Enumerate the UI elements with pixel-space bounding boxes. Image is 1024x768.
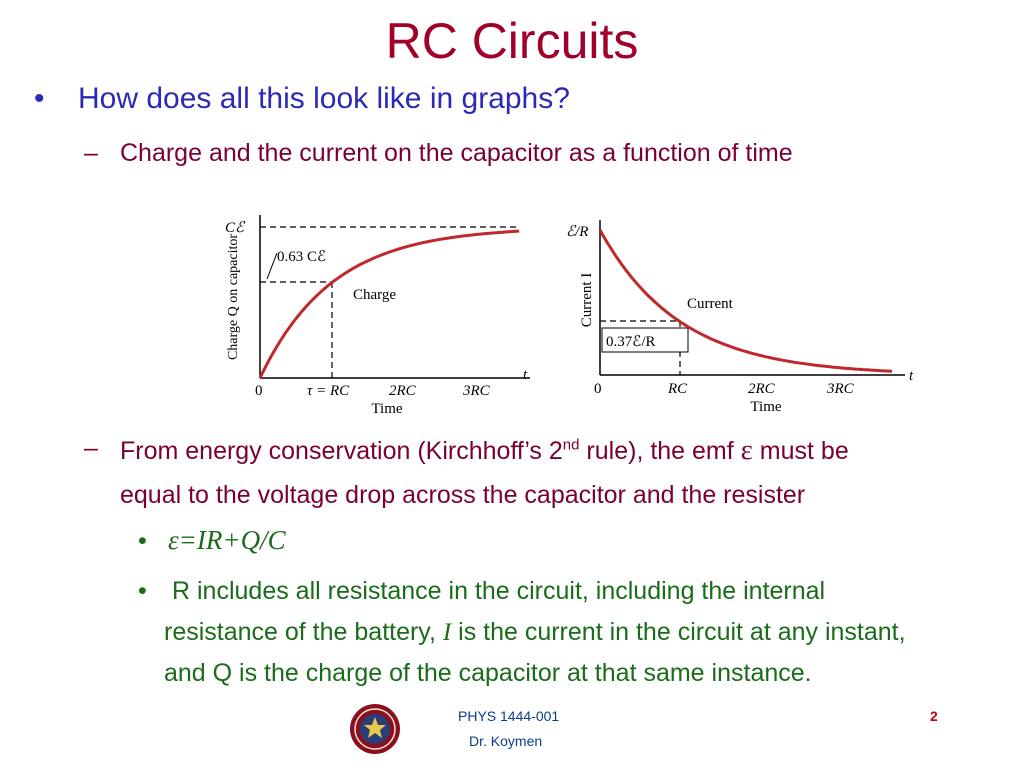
energy-text-c: must be xyxy=(752,437,849,465)
bullet-resistance-line1: R includes all resistance in the circuit… xyxy=(172,577,826,605)
sub-bullet-charge-current: – Charge and the current on the capacito… xyxy=(84,139,793,168)
energy-text-a: From energy conservation (Kirchhoff’s 2 xyxy=(120,437,563,465)
sub-bullet-energy-line2: equal to the voltage drop across the cap… xyxy=(120,481,806,509)
slide-title: RC Circuits xyxy=(385,13,639,69)
dash: – xyxy=(84,139,98,167)
current-graph: ℰ/R 0.37ℰ/R Current 0 RC 2RC 3RC t Time … xyxy=(566,220,914,415)
charge-ytick-Ce: Cℰ xyxy=(225,220,246,236)
charge-xtick-2RC: 2RC xyxy=(389,383,417,399)
current-curve xyxy=(598,229,893,373)
equation: ε=IR+Q/C xyxy=(168,525,286,555)
energy-sup: nd xyxy=(562,436,580,454)
sub-bullet-charge-current-text: Charge and the current on the capacitor … xyxy=(120,139,793,167)
charge-xlabel: Time xyxy=(371,401,402,417)
bullet-resistance-line3: and Q is the charge of the capacitor at … xyxy=(164,659,812,687)
current-ylabel: Current I xyxy=(579,273,595,328)
current-axis-t: t xyxy=(909,368,914,384)
line2-b: is the current in the circuit at any ins… xyxy=(451,618,906,646)
current-xtick-0: 0 xyxy=(594,381,602,397)
charge-xtick-0: 0 xyxy=(255,383,263,399)
sub-bullet-energy-text: From energy conservation (Kirchhoff’s 2n… xyxy=(120,434,849,467)
charge-xtick-tau: τ = RC xyxy=(307,383,350,399)
bullet-resistance-line2: resistance of the battery, I is the curr… xyxy=(164,618,906,647)
energy-text-b: rule), the emf xyxy=(579,437,741,465)
current-xtick-3RC: 3RC xyxy=(826,381,855,397)
current-xtick-RC: RC xyxy=(667,381,688,397)
current-annotation: Current xyxy=(687,296,734,312)
charge-ytick-063: 0.63 Cℰ xyxy=(277,249,326,265)
bullet-graphs-text: How does all this look like in graphs? xyxy=(78,82,570,115)
emf-symbol: ε xyxy=(740,434,753,466)
current-symbol: I xyxy=(442,619,452,646)
page-number: 2 xyxy=(930,708,938,724)
charge-axis-t: t xyxy=(523,367,528,383)
bullet-graphs: • How does all this look like in graphs? xyxy=(34,82,570,116)
bullet-dot: • xyxy=(138,577,147,605)
line2-a: resistance of the battery, xyxy=(164,618,443,646)
bullet-dot: • xyxy=(34,82,45,115)
charge-annotation: Charge xyxy=(353,287,396,303)
charge-063-leader xyxy=(266,252,278,280)
university-seal-icon xyxy=(350,704,400,754)
current-xlabel: Time xyxy=(750,399,781,415)
footer-instructor: Dr. Koymen xyxy=(469,733,543,749)
bullet-dot: • xyxy=(138,527,147,555)
current-xtick-2RC: 2RC xyxy=(748,381,776,397)
footer-course: PHYS 1444-001 xyxy=(458,708,560,724)
sub-bullet-energy: – From energy conservation (Kirchhoff’s … xyxy=(84,434,849,466)
current-ytick-E-over-R: ℰ/R xyxy=(566,224,588,240)
charge-curve xyxy=(258,229,520,379)
charge-ylabel: Charge Q on capacitor xyxy=(226,234,241,360)
dash: – xyxy=(84,434,98,462)
current-ytick-037: 0.37ℰ/R xyxy=(606,334,656,350)
charge-xtick-3RC: 3RC xyxy=(462,383,491,399)
bullet-resistance: • R includes all resistance in the circu… xyxy=(138,577,825,606)
current-037-box xyxy=(601,327,689,353)
charge-graph: Cℰ 0.63 Cℰ Charge 0 τ = RC 2RC 3RC t Tim… xyxy=(225,215,530,417)
bullet-equation: • ε=IR+Q/C xyxy=(138,525,286,556)
